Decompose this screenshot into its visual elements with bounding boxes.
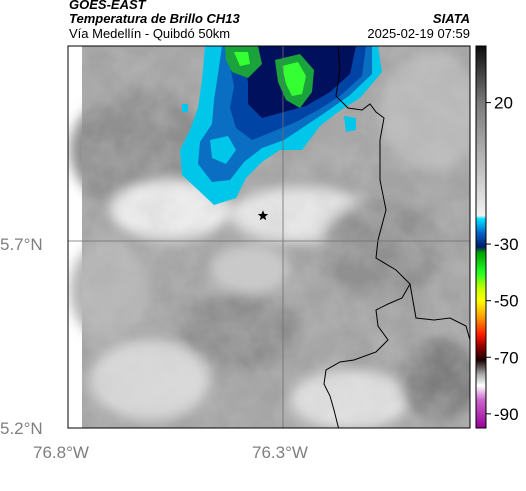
colorbar: 20 -30 -50 -70 -90 (475, 45, 519, 429)
colorbar-tick-label: -50 (494, 292, 519, 311)
product-title: Temperatura de Brillo CH13 (69, 11, 240, 26)
organization-label: SIATA (432, 11, 470, 26)
lon-tick-76-3: 76.3°W (252, 443, 308, 462)
location-star-icon (257, 210, 269, 221)
lon-tick-76-8: 76.8°W (33, 443, 89, 462)
colorbar-tick-label: -70 (494, 348, 519, 367)
datetime-label: 2025-02-19 07:59 (367, 26, 470, 41)
lat-tick-5-2: 5.2°N (0, 419, 43, 438)
location-star-shape (257, 210, 269, 221)
colorbar-scale (475, 45, 487, 429)
cloud-cluster (180, 46, 382, 205)
department-border (409, 283, 470, 341)
colorbar-tick-label: -90 (494, 405, 519, 424)
lat-tick-5-7: 5.7°N (0, 235, 43, 254)
colorbar-tick-label: 20 (494, 94, 513, 113)
satellite-title: GOES-EAST (69, 0, 146, 12)
route-subtitle: Vía Medellín - Quibdó 50km (69, 26, 231, 41)
colorbar-tick-label: -30 (494, 235, 519, 254)
map-area (68, 46, 470, 428)
map-frame (67, 45, 471, 429)
